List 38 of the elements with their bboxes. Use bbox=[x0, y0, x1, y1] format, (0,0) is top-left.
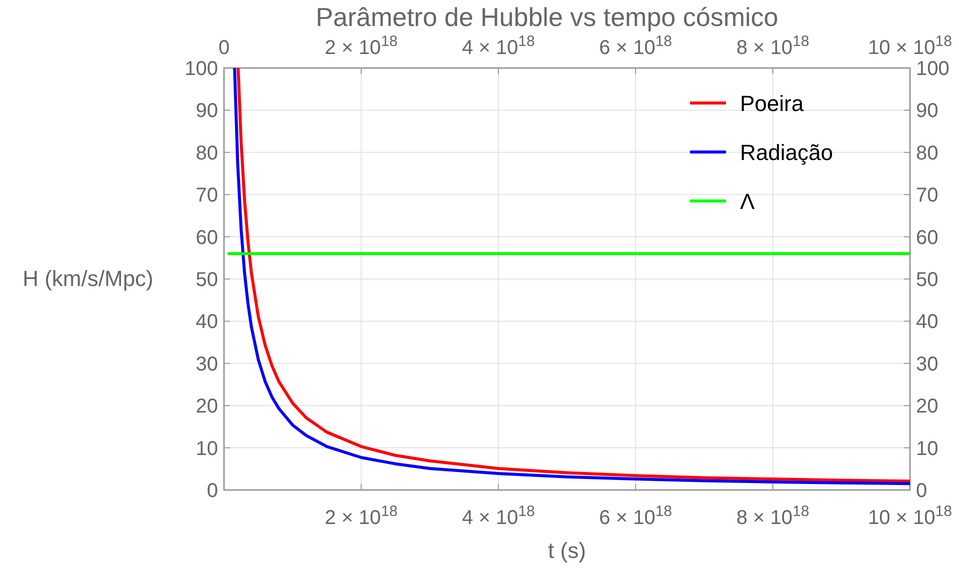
y2-tick-label: 80 bbox=[916, 142, 938, 164]
y-tick-label: 60 bbox=[196, 226, 218, 249]
y2-tick-label: 70 bbox=[916, 184, 938, 207]
x2-tick-label: 4 × 10$^{18}$ bbox=[462, 32, 535, 59]
y-tick-label: 40 bbox=[196, 311, 218, 334]
y2-tick-label: 100 bbox=[916, 58, 950, 80]
y2-tick-label: 40 bbox=[916, 311, 938, 334]
y-tick-label: 80 bbox=[196, 142, 218, 164]
y-tick-label: 20 bbox=[196, 396, 218, 418]
x2-tick-label: 6 × 10$^{18}$ bbox=[599, 32, 672, 59]
y2-tick-label: 20 bbox=[916, 396, 938, 418]
x-tick-label: 10 × 10$^{18}$ bbox=[868, 502, 952, 529]
y-tick-label: 10 bbox=[196, 438, 218, 460]
y2-tick-label: 30 bbox=[916, 353, 938, 376]
y-tick-label: 100 bbox=[184, 58, 218, 80]
y-tick-label: 30 bbox=[196, 353, 218, 376]
legend-label: Λ bbox=[740, 189, 755, 214]
y-tick-label: 50 bbox=[196, 269, 218, 291]
y-tick-label: 90 bbox=[196, 100, 218, 122]
legend-label: Radiação bbox=[740, 140, 833, 165]
x2-tick-label: 2 × 10$^{18}$ bbox=[324, 32, 398, 59]
x-tick-label: 2 × 10$^{18}$ bbox=[324, 502, 398, 529]
x-axis-title: t (s) bbox=[548, 538, 586, 563]
y2-tick-label: 60 bbox=[916, 226, 938, 249]
y2-tick-label: 0 bbox=[916, 480, 928, 502]
x2-tick-label: 10 × 10$^{18}$ bbox=[868, 32, 952, 59]
y-tick-label: 0 bbox=[206, 480, 218, 502]
y2-tick-label: 50 bbox=[916, 269, 938, 291]
x-tick-label: 4 × 10$^{18}$ bbox=[462, 502, 535, 529]
x-tick-label: 6 × 10$^{18}$ bbox=[599, 502, 672, 529]
chart-title: Parâmetro de Hubble vs tempo cósmico bbox=[316, 2, 778, 32]
x-tick-label: 8 × 10$^{18}$ bbox=[736, 502, 810, 529]
legend-label: Poeira bbox=[740, 91, 804, 116]
y2-tick-label: 90 bbox=[916, 100, 938, 122]
y-axis-title: H (km/s/Mpc) bbox=[22, 266, 154, 291]
y2-tick-label: 10 bbox=[916, 438, 938, 460]
x2-tick-label: 8 × 10$^{18}$ bbox=[736, 32, 810, 59]
y-tick-label: 70 bbox=[196, 184, 218, 207]
